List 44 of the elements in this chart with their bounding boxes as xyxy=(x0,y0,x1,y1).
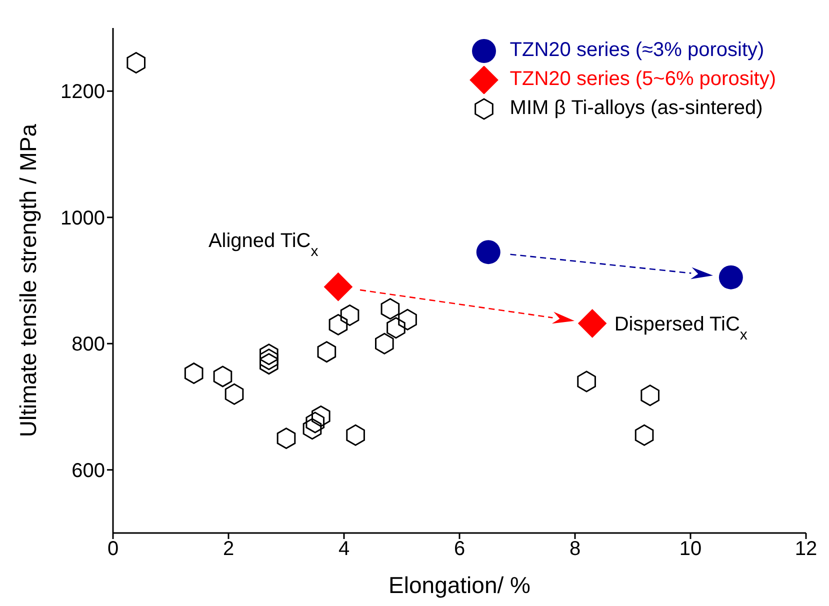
point xyxy=(260,348,278,370)
point xyxy=(260,353,278,375)
point xyxy=(311,405,330,427)
y-tick-label: 1200 xyxy=(60,81,105,104)
legend-label: TZN20 series (≈3% porosity) xyxy=(510,38,764,63)
point xyxy=(184,362,204,384)
x-axis-title: Elongation/ % xyxy=(388,572,530,598)
point xyxy=(324,272,353,302)
legend-label: TZN20 series (5~6% porosity) xyxy=(510,67,776,92)
point xyxy=(213,366,232,388)
x-tick-label: 0 xyxy=(107,538,119,560)
point xyxy=(126,52,146,74)
annotation: Dispersed TiC$_{x}$ xyxy=(614,313,748,343)
point xyxy=(306,412,325,434)
y-tick-label: 600 xyxy=(72,460,105,482)
point xyxy=(476,240,500,264)
legend-label: MIM β Ti-alloys (as-sintered) xyxy=(510,96,763,121)
annotation: Aligned TiC$_{x}$ xyxy=(208,230,319,260)
point xyxy=(346,424,365,446)
point xyxy=(276,428,296,450)
point xyxy=(224,383,244,405)
x-tick-label: 8 xyxy=(569,538,581,560)
point xyxy=(380,298,400,320)
point xyxy=(718,265,743,290)
point xyxy=(640,384,660,406)
x-tick-label: 6 xyxy=(454,538,466,560)
x-tick-label: 12 xyxy=(794,538,818,560)
y-axis-title: Ultimate tensile strength / MPa xyxy=(15,124,42,438)
x-tick-label: 10 xyxy=(679,538,702,560)
point xyxy=(260,344,278,366)
point xyxy=(386,317,406,339)
point xyxy=(340,304,360,326)
x-tick-label: 2 xyxy=(222,538,234,560)
point xyxy=(578,309,607,338)
point xyxy=(577,370,596,392)
point xyxy=(634,424,654,446)
point xyxy=(398,308,417,330)
point xyxy=(375,332,394,354)
point xyxy=(317,341,336,363)
point xyxy=(302,418,322,440)
x-tick-label: 4 xyxy=(338,538,350,560)
y-tick-label: 800 xyxy=(72,334,105,356)
point xyxy=(328,314,348,336)
y-tick-label: 1000 xyxy=(60,207,105,230)
